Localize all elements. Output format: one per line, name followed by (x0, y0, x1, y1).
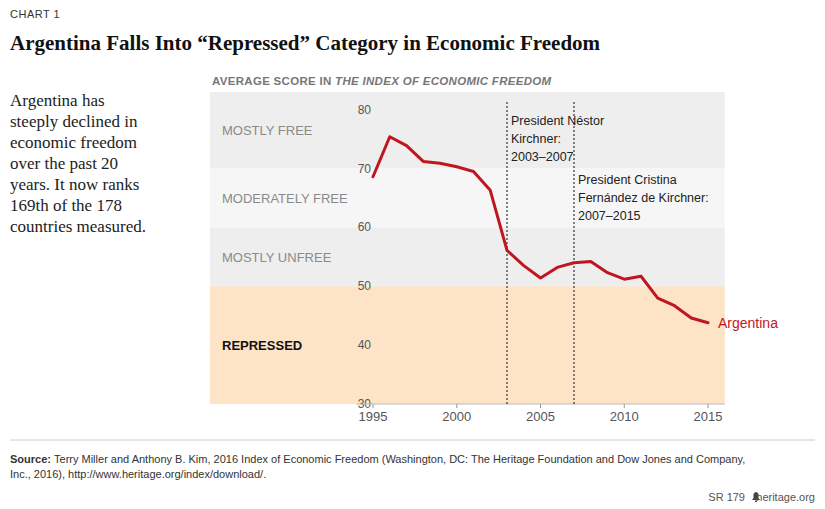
annotation-text: President Néstor (511, 114, 604, 128)
description: 169th of the 178 (10, 196, 122, 215)
series-line (373, 137, 708, 323)
subtitle-part: THE INDEX OF ECONOMIC FREEDOM (335, 75, 551, 87)
band-label: MOSTLY UNFREE (222, 250, 332, 265)
band (210, 169, 725, 228)
footer-code: SR 179 (708, 491, 745, 503)
x-tick-label: 2010 (610, 409, 639, 424)
rule (10, 440, 815, 441)
background (0, 0, 825, 509)
x-tick (540, 404, 541, 408)
band-label: MODERATELY FREE (222, 191, 348, 206)
band (210, 92, 725, 169)
y-tick-label: 60 (358, 220, 372, 234)
description: years. It now ranks (10, 175, 139, 194)
annotation-text: Kirchner: (511, 132, 561, 146)
description: countries measured. (10, 217, 146, 236)
footer-site: heritage.org (756, 491, 815, 503)
x-tick (373, 404, 374, 408)
y-tick-label: 80 (358, 103, 372, 117)
series-group (373, 137, 708, 323)
y-tick-label: 70 (358, 162, 372, 176)
description: economic freedom (10, 133, 137, 152)
x-tick (708, 404, 709, 408)
band-label: REPRESSED (222, 338, 302, 353)
chart: CHART 1 Argentina Falls Into “Repressed” … (0, 0, 825, 509)
description: steeply declined in (10, 112, 138, 131)
x-tick-label: 2015 (694, 409, 723, 424)
source-text: Terry Miller and Anthony B. Kim, 2016 In… (54, 453, 745, 465)
band (210, 286, 725, 404)
x-tick (624, 404, 625, 408)
source: Source: Terry Miller and Anthony B. Kim,… (10, 453, 745, 465)
kicker: CHART 1 (10, 8, 60, 20)
annotation-text: 2003–2007 (511, 150, 574, 164)
annotation-line (506, 102, 507, 404)
description: over the past 20 (10, 154, 118, 173)
band (210, 227, 725, 286)
y-tick-label: 40 (358, 338, 372, 352)
x-tick (456, 404, 457, 408)
x-tick-label: 1995 (359, 409, 388, 424)
band-label: MOSTLY FREE (222, 123, 313, 138)
title: Argentina Falls Into “Repressed” Categor… (10, 31, 601, 55)
subtitle: AVERAGE SCORE IN THE INDEX OF ECONOMIC F… (212, 75, 552, 87)
annotation-text: Fernández de Kirchner: (578, 191, 709, 205)
x-tick-label: 2000 (442, 409, 471, 424)
source-label: Source: (10, 453, 54, 465)
y-tick-label: 50 (358, 279, 372, 293)
subtitle-part: AVERAGE SCORE IN (212, 75, 335, 87)
series-label: Argentina (718, 315, 778, 331)
annotation-text: President Cristina (578, 173, 677, 187)
annotation-line (573, 102, 574, 404)
bands (210, 92, 725, 404)
source-text: Inc., 2016), http://www.heritage.org/ind… (10, 468, 266, 480)
annotation-text: 2007–2015 (578, 209, 641, 223)
x-tick-label: 2005 (526, 409, 555, 424)
description: Argentina has (10, 91, 105, 110)
